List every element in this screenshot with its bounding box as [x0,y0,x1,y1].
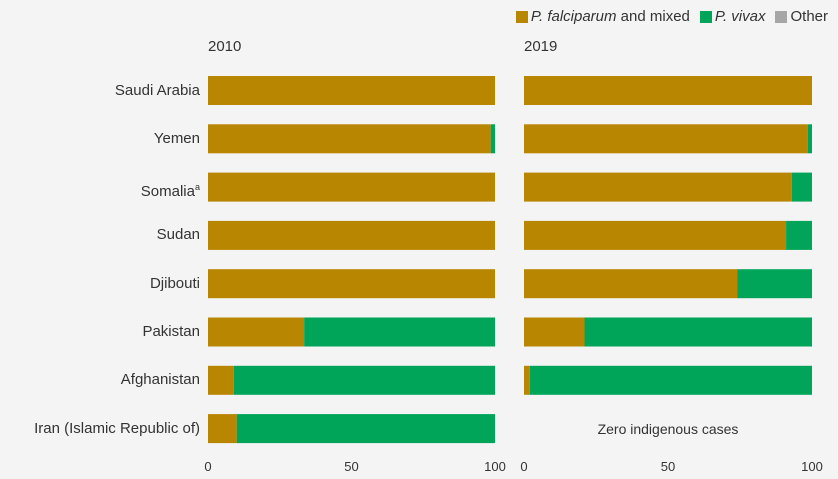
bar-segment [236,414,495,444]
category-label: Pakistan [142,323,200,341]
category-label: Sudan [157,226,200,244]
x-tick-label: 50 [344,459,359,474]
footnote-marker: a [194,182,200,193]
legend-label-vivax: P. vivax [714,8,766,25]
bar-segment [791,172,812,202]
bar-segment [208,269,495,299]
category-label-text: Somalia [140,183,195,201]
bar-segment [807,124,812,154]
panel-title-2019: 2019 [524,38,558,55]
category-label: Saudi Arabia [115,82,200,100]
x-tick-label: 100 [484,459,506,474]
bar-segment [524,172,792,202]
legend-item-other: Other [775,8,828,25]
panel-title-2010: 2010 [208,38,242,55]
bar-segment [208,76,495,105]
bar-segment [208,124,491,154]
bar-segment [208,172,495,202]
legend-swatch-falciparum [515,10,528,23]
bar-segment [529,365,812,395]
bar-segment [524,124,808,154]
legend-item-falciparum: P. falciparum and mixed [515,8,690,25]
bar-segment [584,317,812,347]
annotation-zero-cases: Zero indigenous cases [597,421,739,438]
bar-segment [208,220,495,250]
category-label-text: Yemen [153,129,200,147]
bar-segment [524,317,585,347]
x-tick-label: 0 [520,459,528,474]
category-label: Somaliaa [141,178,200,201]
bar-segment [490,124,495,154]
category-label: Afghanistan [121,371,200,389]
bar-segment [524,76,812,105]
bar-segment [304,317,495,347]
category-label: Yemen [154,130,200,148]
bar-segment [737,269,812,299]
legend-swatch-vivax [699,10,712,23]
legend: P. falciparum and mixed P. vivax Other [515,8,828,25]
category-label: Iran (Islamic Republic of) [34,420,200,438]
legend-swatch-other [775,10,788,23]
category-label: Djibouti [150,275,200,293]
category-label-text: Djibouti [149,274,200,292]
category-label-text: Saudi Arabia [114,81,200,99]
bar-segment [208,317,305,347]
category-label-text: Pakistan [142,323,200,340]
bar-segment [786,220,812,250]
x-tick-label: 100 [801,459,823,474]
bar-segment [524,365,530,395]
category-label-text: Iran (Islamic Republic of) [34,419,200,437]
bar-segment [208,414,237,444]
legend-label-falciparum-italic: P. falciparum [530,8,617,25]
bar-segment [524,220,787,250]
legend-label-other: Other [790,8,828,25]
legend-label-falciparum-rest: and mixed [616,8,690,25]
bar-segment [233,365,495,395]
x-tick-label: 50 [660,459,676,474]
category-label-text: Sudan [156,226,200,244]
bar-segment [208,365,234,395]
x-tick-label: 0 [204,459,212,474]
category-label-text: Afghanistan [120,371,200,389]
bar-segment [524,269,738,299]
legend-item-vivax: P. vivax [699,8,766,25]
